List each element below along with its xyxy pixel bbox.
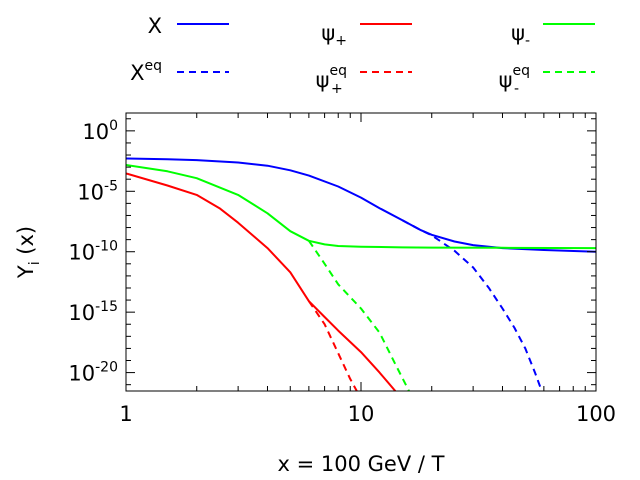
y-axis-label-tail: (x) [14, 226, 38, 262]
y-tick-label-exp: -15 [95, 299, 118, 315]
x-tick-label: 100 [576, 402, 616, 426]
y-tick-label: 10-10 [68, 239, 118, 265]
y-tick-label-exp: 0 [109, 118, 118, 134]
legend-label: ψ+ [321, 21, 347, 49]
y-tick-label: 10-15 [68, 299, 118, 325]
series-line-psi-plus-eq [308, 300, 358, 391]
legend-label-sub: - [514, 81, 519, 97]
legend-label-main: ψ [316, 68, 330, 92]
series-psi-minus-eq [308, 240, 410, 391]
legend-label-sup: eq [513, 63, 531, 79]
legend-label-sub: + [335, 33, 347, 49]
plot-lines [126, 157, 596, 391]
legend-label-main: ψ [499, 68, 513, 92]
x-tick-label: 1 [119, 402, 132, 426]
series-line-X-eq [401, 219, 542, 388]
legend-label-sub: - [525, 33, 530, 49]
series-psi-plus [126, 172, 397, 391]
legend-item-X-eq: Xeq [130, 58, 229, 85]
y-axis-label-main: Y [14, 265, 38, 279]
x-tick-label: 10 [348, 402, 375, 426]
legend-item-psi-minus-eq: ψeq - [499, 63, 595, 97]
y-tick-label-exp: -5 [104, 178, 118, 194]
series-line-psi-minus-eq [308, 240, 410, 391]
y-tick-label-base: 10 [68, 301, 95, 325]
legend-label-main: X [130, 61, 144, 85]
y-axis-label: Yi (x) [14, 226, 43, 279]
legend-label-main: X [148, 14, 162, 38]
y-axis-label-sub: i [27, 261, 43, 265]
legend-label-sup: eq [145, 58, 163, 74]
series-X-eq [401, 219, 542, 388]
legend-label-main: ψ [511, 21, 525, 45]
legend-item-psi-minus: ψ- [511, 21, 595, 49]
legend-label: ψeq + [316, 63, 347, 97]
series-line-psi-minus [126, 164, 596, 250]
series-psi-minus [126, 164, 596, 250]
y-tick-label-base: 10 [68, 362, 95, 386]
legend-label-sub: + [331, 81, 343, 97]
y-tick-label-exp: -10 [95, 239, 118, 255]
legend-label-main: ψ [321, 21, 335, 45]
y-tick-label-exp: -20 [95, 360, 118, 376]
y-tick-label-base: 10 [82, 120, 109, 144]
y-tick-label-base: 10 [68, 241, 95, 265]
x-tick-labels: 1 10 100 [119, 402, 616, 426]
legend-label: ψ- [511, 21, 530, 49]
legend-label-sup: eq [330, 63, 348, 79]
series-line-psi-plus [126, 172, 397, 391]
legend-label: X [148, 14, 162, 38]
series-line-X [126, 157, 596, 253]
legend-label: ψeq - [499, 63, 530, 97]
axis-ticks [125, 113, 596, 391]
legend-item-X: X [148, 14, 229, 38]
x-axis-label: x = 100 GeV / T [278, 452, 445, 476]
legend-label: Xeq [130, 58, 162, 85]
series-X [126, 157, 596, 253]
legend-item-psi-plus: ψ+ [321, 21, 412, 49]
y-tick-label: 10-5 [77, 178, 118, 204]
series-psi-plus-eq [308, 300, 358, 391]
y-tick-label: 100 [82, 118, 118, 144]
y-tick-label-base: 10 [77, 180, 104, 204]
y-tick-label: 10-20 [68, 360, 118, 386]
legend-item-psi-plus-eq: ψeq + [316, 63, 412, 97]
